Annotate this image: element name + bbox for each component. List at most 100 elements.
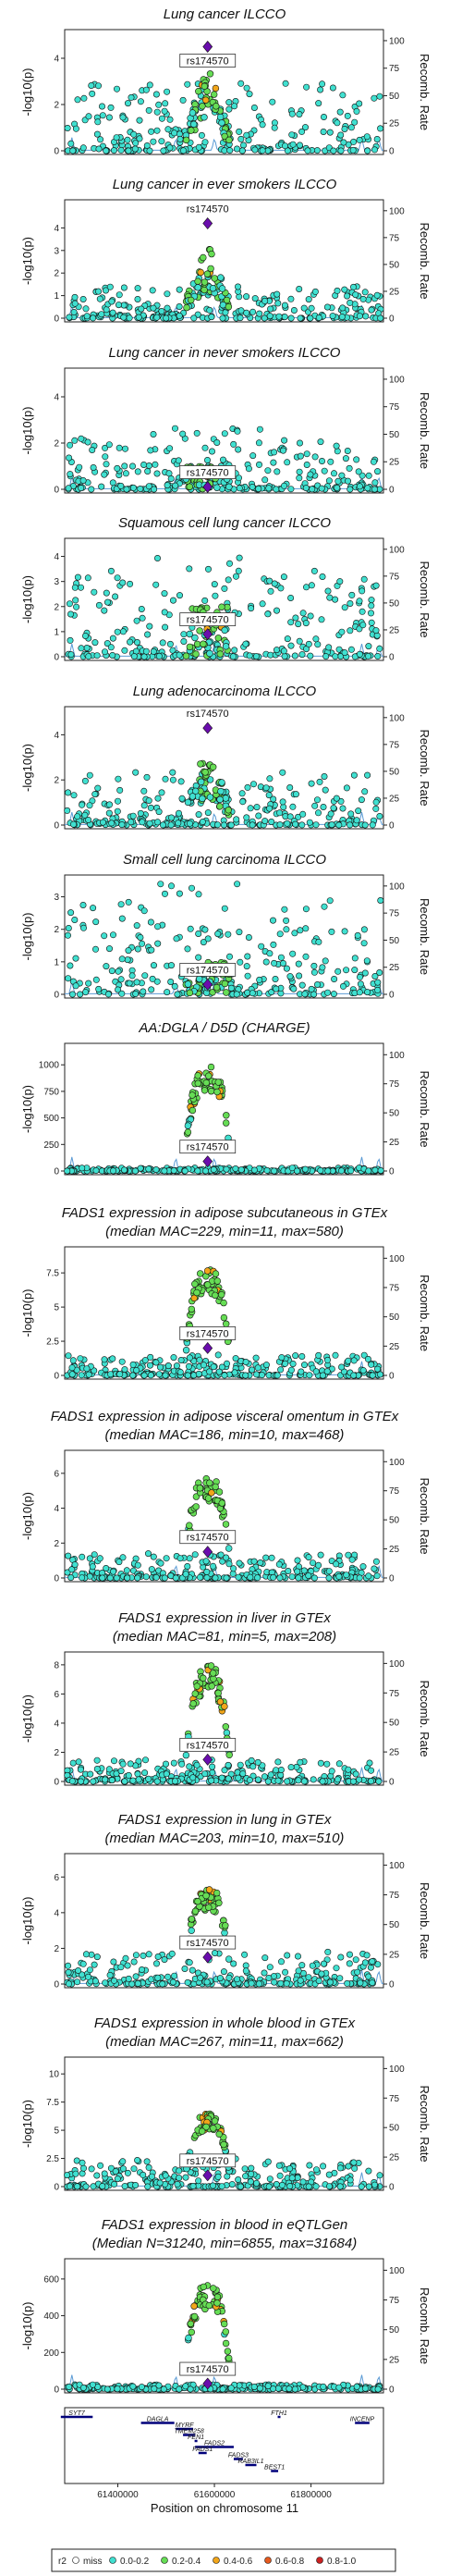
snp-point [302, 906, 310, 913]
snp-point [85, 816, 92, 823]
snp-point [67, 441, 74, 449]
y-tick-label: 8 [54, 1660, 59, 1670]
snp-point [212, 592, 219, 599]
snp-point [154, 795, 162, 802]
snp-point-ld [210, 1675, 217, 1682]
snp-point [261, 1969, 268, 1977]
snp-point [324, 1948, 332, 1955]
snp-point [167, 979, 175, 986]
snp-point [239, 798, 247, 806]
snp-point [176, 592, 184, 599]
snp-point [286, 973, 294, 980]
right-tick-label: 75 [389, 1486, 400, 1497]
snp-point [264, 147, 272, 154]
snp-point [162, 100, 169, 107]
snp-point [147, 1353, 154, 1361]
snp-point [266, 950, 274, 957]
snp-point [283, 917, 290, 924]
snp-point [334, 484, 341, 491]
snp-point [90, 314, 97, 322]
snp-point [208, 314, 215, 321]
snp-point [137, 809, 144, 817]
snp-point-ld [193, 1288, 201, 1297]
lead-snp-label-box [179, 963, 237, 977]
snp-point [334, 119, 341, 127]
snp-point [361, 821, 369, 829]
snp-point [303, 450, 310, 458]
snp-point [116, 1559, 123, 1566]
snp-point [110, 147, 117, 154]
snp-point [71, 584, 79, 591]
snp-point [221, 905, 228, 912]
right-axis-label: Recomb. Rate [418, 1477, 432, 1554]
snp-point [94, 784, 102, 792]
plot-frame [64, 2258, 384, 2394]
snp-point [114, 2385, 121, 2393]
snp-point-ld [213, 983, 221, 992]
snp-point [300, 1362, 308, 1369]
snp-point [317, 1551, 324, 1559]
y-tick-label: 4 [54, 1504, 59, 1514]
snp-point [243, 131, 250, 139]
snp-point [161, 590, 168, 598]
snp-point [241, 1951, 249, 1958]
snp-point-ld [185, 2334, 192, 2342]
snp-point [82, 632, 90, 639]
snp-point [225, 576, 232, 584]
snp-point [153, 314, 161, 321]
snp-point [164, 989, 171, 996]
snp-point [315, 314, 322, 321]
right-axis-label: Recomb. Rate [418, 2085, 432, 2162]
snp-point [226, 560, 234, 567]
legend: r2 miss 0.0-0.2 0.2-0.4 0.4-0.6 0.6-0.8 0.8-1.… [51, 2548, 396, 2572]
snp-point [186, 565, 193, 573]
snp-point-ld [212, 1270, 220, 1277]
right-tick-label: 0 [389, 653, 395, 663]
y-tick-label: 0 [54, 1574, 59, 1584]
snp-point [89, 2381, 96, 2388]
y-tick-label: 1 [54, 291, 59, 302]
snp-point [67, 962, 74, 969]
snp-point [108, 1777, 116, 1784]
snp-point [164, 1362, 172, 1370]
snp-point [212, 1574, 219, 1582]
snp-point [356, 1574, 363, 1582]
snp-point [246, 1777, 253, 1784]
right-tick-label: 0 [389, 1778, 395, 1788]
snp-point [248, 1979, 255, 1987]
snp-point [274, 1372, 281, 1379]
snp-point [125, 947, 132, 955]
snp-point [199, 818, 206, 825]
right-axis-label: Recomb. Rate [418, 222, 432, 299]
snp-point [72, 982, 79, 990]
snp-point-ld [211, 275, 218, 282]
snp-point [121, 1366, 128, 1374]
snp-point [275, 313, 283, 320]
right-tick-label: 25 [389, 1545, 400, 1555]
panel-title: Lung cancer ILCCO [164, 6, 286, 22]
snp-point [294, 2175, 301, 2182]
snp-point [281, 142, 288, 150]
panel-11: FADS1 expression in lung in GTEx(median … [20, 1812, 432, 1991]
snp-point [79, 1960, 87, 1967]
panel-title: (median MAC=229, min=11, max=580) [105, 1224, 344, 1239]
snp-point [356, 136, 363, 143]
lead-snp-label: rs174570 [187, 1533, 229, 1544]
snp-point [274, 290, 281, 298]
snp-point [204, 935, 212, 943]
snp-point [374, 2385, 382, 2393]
snp-point [109, 651, 116, 659]
snp-point-ld [217, 274, 225, 281]
snp-point [69, 991, 77, 998]
snp-point [315, 938, 322, 945]
right-tick-label: 0 [389, 1167, 395, 1177]
snp-point-ld [200, 1674, 207, 1682]
snp-point [305, 1974, 312, 1981]
gene-label: FADS1 [192, 2447, 213, 2453]
y-tick-label: 6 [54, 1469, 59, 1479]
snp-point [221, 1767, 228, 1774]
snp-point [176, 312, 183, 319]
snp-point [157, 881, 164, 888]
snp-point [365, 643, 372, 650]
snp-point [254, 1758, 261, 1766]
